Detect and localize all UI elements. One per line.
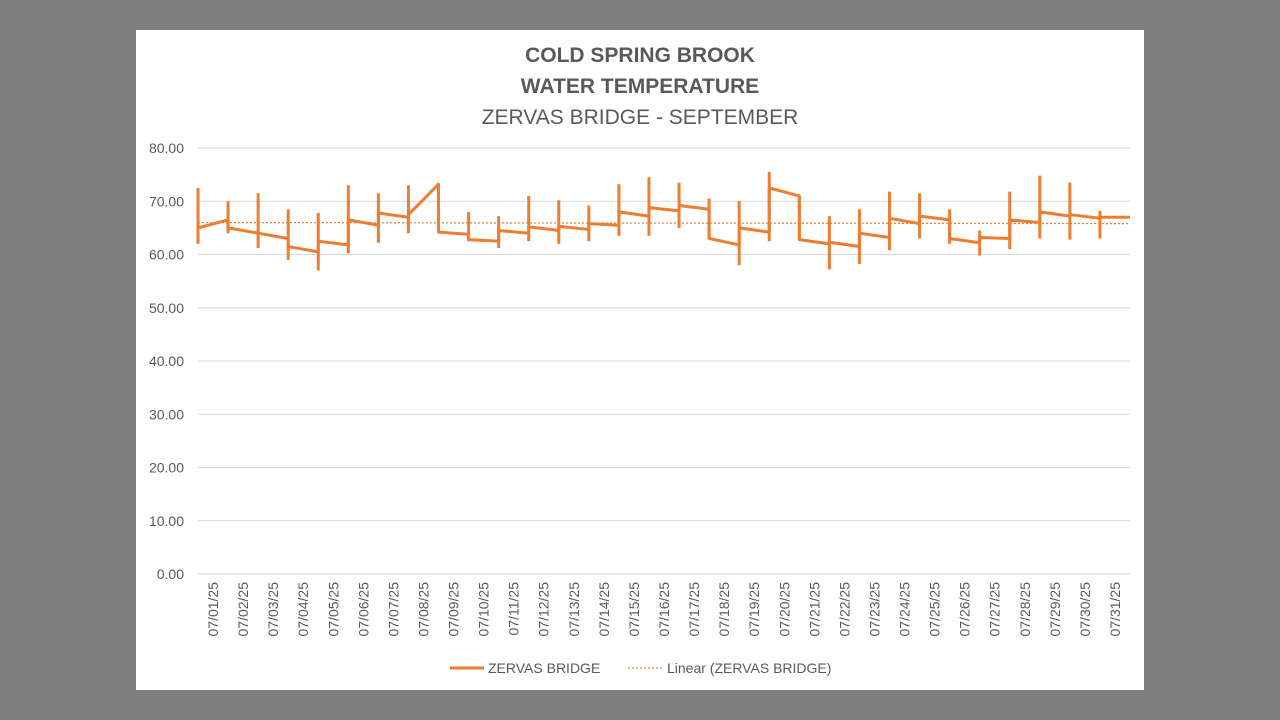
x-tick-label: 07/17/25	[686, 582, 702, 637]
y-tick-label: 20.00	[149, 460, 184, 476]
x-tick-label: 07/27/25	[987, 582, 1003, 637]
x-tick-label: 07/28/25	[1017, 582, 1033, 637]
legend: ZERVAS BRIDGE Linear (ZERVAS BRIDGE)	[450, 660, 831, 676]
x-tick-label: 07/18/25	[716, 582, 732, 637]
x-tick-label: 07/19/25	[746, 582, 762, 637]
y-tick-label: 0.00	[157, 566, 184, 582]
x-tick-label: 07/22/25	[836, 582, 852, 637]
chart-title-line2: WATER TEMPERATURE	[521, 75, 759, 98]
x-tick-label: 07/23/25	[866, 582, 882, 637]
x-tick-label: 07/06/25	[355, 582, 371, 637]
x-tick-label: 07/14/25	[596, 582, 612, 637]
chart: COLD SPRING BROOK WATER TEMPERATURE ZERV…	[149, 44, 1131, 676]
x-tick-label: 07/01/25	[205, 582, 221, 637]
x-tick-label: 07/10/25	[476, 582, 492, 637]
y-tick-label: 60.00	[149, 247, 184, 263]
chart-subtitle: ZERVAS BRIDGE - SEPTEMBER	[482, 106, 799, 129]
x-tick-label: 07/30/25	[1077, 582, 1093, 637]
y-tick-label: 10.00	[149, 513, 184, 529]
x-tick-label: 07/02/25	[235, 582, 251, 637]
y-axis: 0.00 10.00 20.00 30.00 40.00 50.00 60.00 70.00 8…	[149, 140, 184, 582]
y-tick-label: 50.00	[149, 300, 184, 316]
x-tick-label: 07/25/25	[927, 582, 943, 637]
legend-series-label: ZERVAS BRIDGE	[488, 660, 600, 676]
x-tick-label: 07/24/25	[897, 582, 913, 637]
x-tick-label: 07/03/25	[265, 582, 281, 637]
x-tick-label: 07/08/25	[415, 582, 431, 637]
legend-trendline-label: Linear (ZERVAS BRIDGE)	[667, 660, 831, 676]
y-tick-label: 30.00	[149, 406, 184, 422]
chart-card: COLD SPRING BROOK WATER TEMPERATURE ZERV…	[136, 30, 1144, 690]
x-tick-label: 07/13/25	[566, 582, 582, 637]
x-tick-label: 07/31/25	[1107, 582, 1123, 637]
x-tick-label: 07/26/25	[957, 582, 973, 637]
x-tick-label: 07/29/25	[1047, 582, 1063, 637]
trendline	[197, 221, 1131, 225]
chart-title-line1: COLD SPRING BROOK	[525, 44, 755, 67]
x-tick-label: 07/09/25	[446, 582, 462, 637]
x-tick-label: 07/21/25	[806, 582, 822, 637]
x-tick-label: 07/12/25	[536, 582, 552, 637]
y-tick-label: 80.00	[149, 140, 184, 156]
x-axis: 07/01/25 07/02/25 07/03/25 07/04/25 07/05/25…	[205, 582, 1123, 637]
x-tick-label: 07/15/25	[626, 582, 642, 637]
x-tick-label: 07/20/25	[776, 582, 792, 637]
trendline-layer	[197, 221, 1131, 225]
y-tick-label: 70.00	[149, 193, 184, 209]
series-layer	[196, 171, 1130, 271]
grid-layer	[198, 147, 1130, 575]
y-tick-label: 40.00	[149, 353, 184, 369]
x-tick-label: 07/05/25	[325, 582, 341, 637]
x-tick-label: 07/11/25	[506, 582, 522, 636]
series-line-zervas-bridge	[197, 182, 1130, 254]
x-tick-label: 07/07/25	[385, 582, 401, 637]
x-tick-label: 07/16/25	[656, 582, 672, 637]
x-tick-label: 07/04/25	[295, 582, 311, 637]
